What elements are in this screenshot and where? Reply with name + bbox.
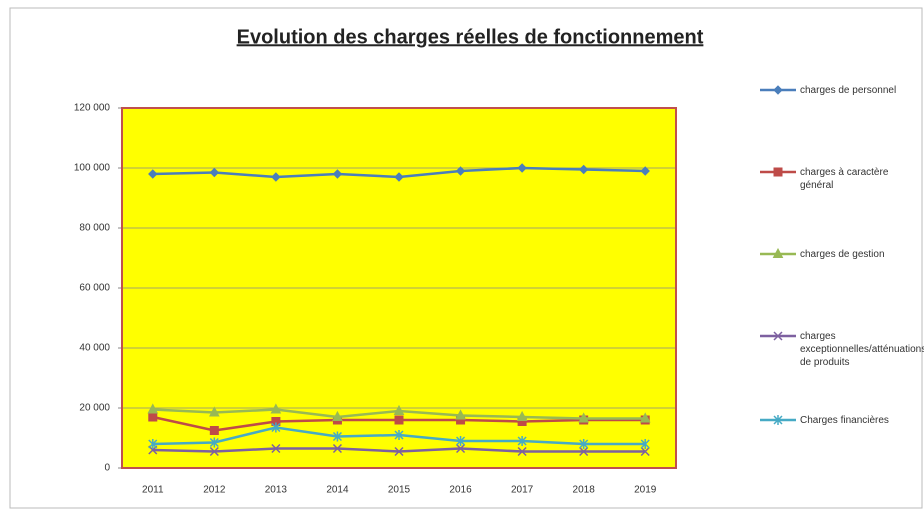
y-tick-label: 100 000 [74, 163, 111, 174]
y-tick-label: 0 [104, 463, 110, 474]
marker [394, 446, 404, 457]
y-tick-label: 20 000 [79, 403, 110, 414]
x-tick-label: 2018 [573, 485, 596, 496]
marker [640, 166, 650, 176]
marker [640, 446, 650, 457]
marker [394, 430, 404, 440]
marker [773, 415, 783, 425]
marker [393, 404, 405, 415]
x-tick-label: 2015 [388, 485, 411, 496]
legend-label: charges à caractère général [800, 167, 889, 191]
marker [516, 410, 528, 421]
marker [517, 446, 527, 457]
legend-label: charges de personnel [800, 85, 897, 96]
marker [148, 412, 158, 422]
legend-label: charges exceptionnelles/atténuations de … [800, 331, 924, 368]
marker [579, 446, 589, 457]
legend-key [760, 85, 796, 95]
legend-key [760, 167, 796, 177]
marker [772, 248, 784, 258]
marker [773, 85, 783, 95]
legend-label: charges de gestion [800, 249, 885, 260]
marker [270, 403, 282, 414]
marker [209, 426, 219, 435]
marker [271, 443, 281, 454]
marker [456, 436, 466, 446]
marker [332, 443, 342, 454]
marker [579, 439, 589, 449]
marker [332, 169, 343, 179]
marker [578, 164, 589, 175]
marker [517, 436, 527, 446]
marker [271, 422, 281, 433]
marker [455, 409, 466, 420]
legend-key [760, 248, 796, 258]
chart-title: Evolution des charges réelles de fonctio… [237, 26, 704, 48]
marker [394, 415, 404, 425]
x-tick-label: 2014 [326, 485, 349, 496]
y-tick-label: 60 000 [79, 283, 110, 294]
legend-key [760, 415, 796, 425]
legend-label: Charges financières [800, 415, 889, 426]
plot-border [121, 107, 677, 469]
x-tick-label: 2017 [511, 485, 534, 496]
marker [332, 410, 343, 421]
marker [578, 412, 589, 423]
marker [209, 446, 219, 457]
marker [773, 167, 783, 177]
marker [148, 439, 158, 449]
marker [271, 172, 281, 182]
marker [773, 331, 783, 341]
marker [148, 169, 158, 179]
x-tick-label: 2019 [634, 485, 657, 496]
y-tick-label: 80 000 [79, 223, 110, 234]
x-tick-label: 2011 [142, 485, 164, 496]
legend-key [760, 331, 796, 341]
y-tick-label: 40 000 [79, 343, 110, 354]
marker [640, 439, 650, 449]
x-tick-label: 2013 [265, 485, 288, 496]
y-tick-label: 120 000 [74, 103, 111, 114]
marker [394, 172, 404, 182]
marker [332, 431, 342, 442]
marker [209, 437, 219, 448]
marker [209, 406, 220, 417]
marker [455, 166, 466, 176]
marker [456, 443, 466, 454]
x-tick-label: 2012 [203, 485, 226, 496]
marker [209, 167, 220, 178]
marker [639, 412, 651, 423]
marker [517, 163, 527, 173]
x-tick-label: 2016 [449, 485, 472, 496]
marker [147, 403, 159, 414]
